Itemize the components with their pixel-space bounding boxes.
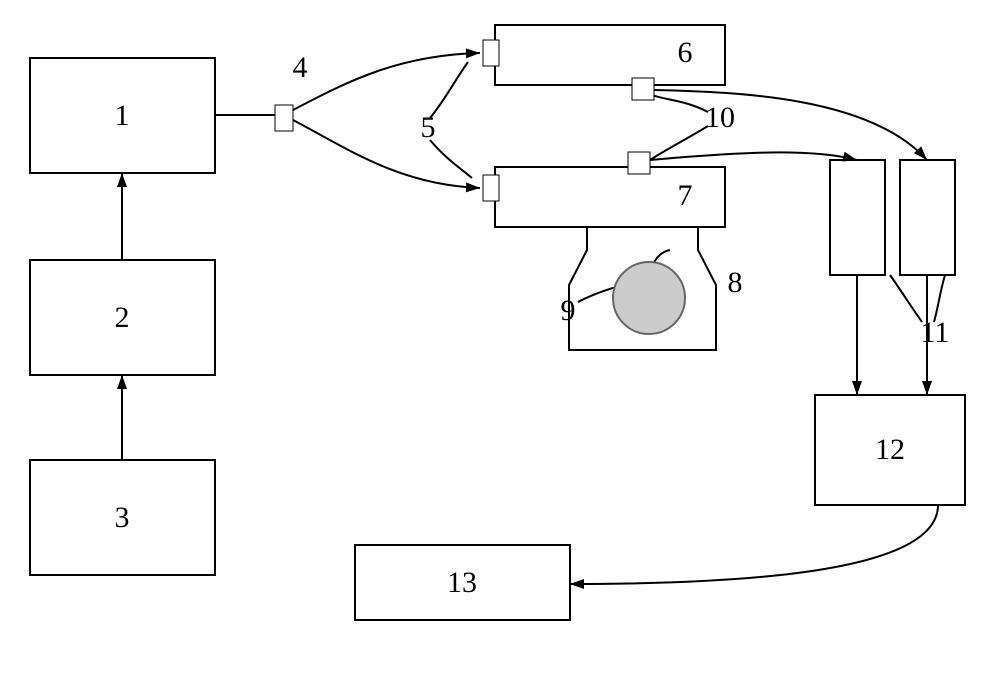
label-l11: 11 (921, 316, 950, 349)
arrow-head-a32 (117, 375, 127, 389)
connector-c4 (275, 105, 293, 131)
label-l7: 7 (678, 179, 693, 212)
curve-split_bottom (293, 120, 480, 188)
label-l4: 4 (293, 51, 308, 84)
label-l8: 8 (728, 266, 743, 299)
curve-split_top (293, 53, 480, 110)
label-l2: 2 (115, 301, 130, 334)
box-b11b (900, 160, 955, 275)
fruit-circle (613, 262, 685, 334)
curve-lead11_a (890, 275, 922, 322)
arrow-head-c10b_to_11a (842, 152, 857, 162)
arrow-head-a11a_12 (852, 381, 862, 395)
label-l1: 1 (115, 99, 130, 132)
label-l5: 5 (421, 111, 436, 144)
box-b11a (830, 160, 885, 275)
curve-lead10_bot (650, 126, 708, 160)
connector-c10b (628, 152, 650, 174)
label-l10: 10 (705, 101, 735, 134)
curve-c10b_to_11a (650, 152, 857, 160)
curve-lead10_top (652, 95, 708, 112)
label-l6: 6 (678, 36, 693, 69)
arrow-head-split_bottom (466, 182, 480, 192)
label-l3: 3 (115, 501, 130, 534)
curve-lead5_top (430, 62, 468, 118)
connector-c5t (483, 40, 499, 66)
label-l12: 12 (875, 433, 905, 466)
arrow-head-c12_to_13 (570, 579, 584, 589)
curve-c10t_to_11b (654, 90, 927, 160)
arrow-head-a11b_12 (922, 381, 932, 395)
arrow-head-a21 (117, 173, 127, 187)
arrow-head-split_top (466, 48, 480, 58)
connector-c10t (632, 78, 654, 100)
label-l9: 9 (561, 294, 576, 327)
label-l13: 13 (447, 566, 477, 599)
connector-c5b (483, 175, 499, 201)
curve-lead5_bot (430, 140, 472, 178)
curve-c12_to_13 (570, 505, 938, 584)
